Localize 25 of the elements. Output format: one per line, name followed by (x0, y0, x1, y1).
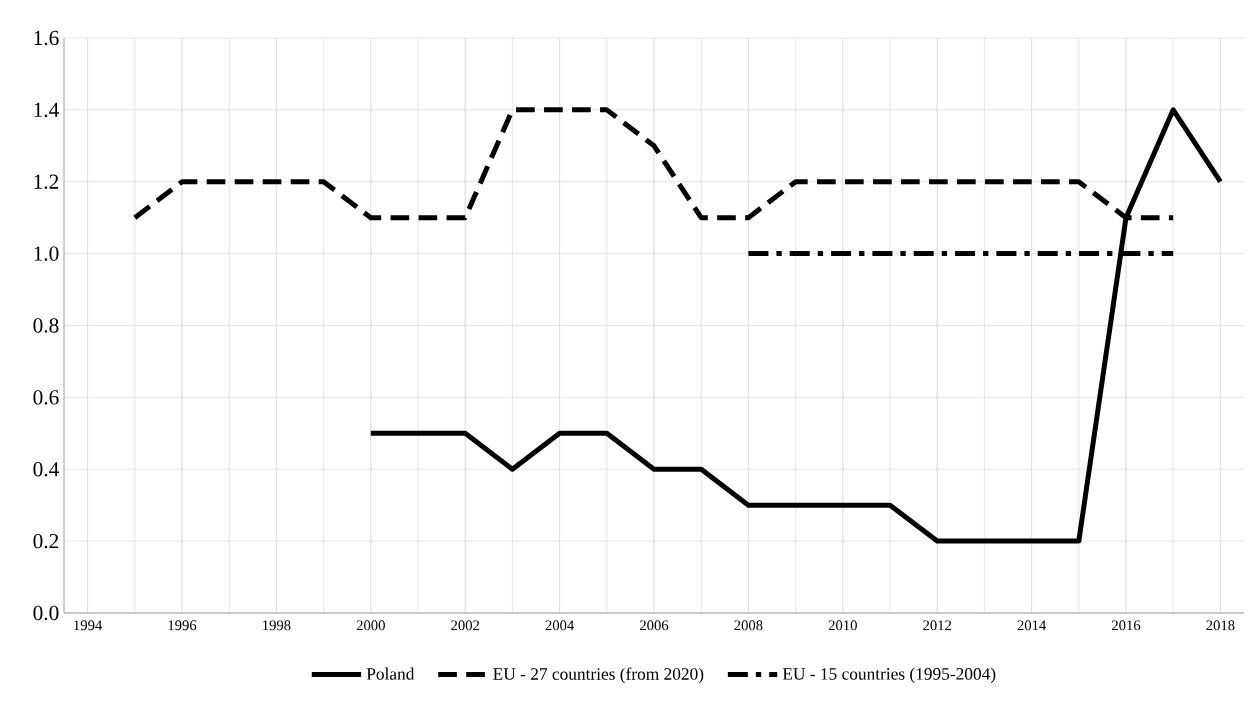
legend-label: EU - 15 countries (1995-2004) (782, 667, 996, 684)
x-tick-label: 2006 (639, 620, 669, 631)
x-tick-label: 2000 (356, 620, 385, 631)
y-tick-label: 0.2 (33, 533, 59, 549)
x-tick-label: 2016 (1111, 620, 1141, 631)
x-tick-label: 2014 (1017, 620, 1047, 631)
y-tick-label: 1.0 (34, 246, 59, 261)
x-tick-label: 1996 (168, 620, 197, 631)
legend-label: EU - 27 countries (from 2020) (493, 667, 704, 684)
x-tick-label: 2002 (451, 620, 480, 631)
y-tick-label: 0.6 (33, 390, 59, 405)
y-tick-label: 0.0 (33, 605, 59, 621)
y-tick-label: 0.8 (33, 318, 59, 333)
x-tick-label: 2018 (1206, 620, 1235, 631)
y-tick-label: 0.4 (33, 462, 59, 477)
x-tick-label: 2008 (734, 620, 763, 631)
x-tick-label: 1998 (263, 620, 291, 631)
x-tick-label: 1994 (74, 620, 103, 631)
x-tick-label: 2010 (828, 620, 857, 631)
x-tick-label: 2004 (545, 620, 575, 631)
y-tick-label: 1.6 (34, 30, 59, 46)
y-tick-label: 1.4 (34, 102, 59, 118)
y-tick-label: 1.2 (34, 174, 59, 189)
legend-label: Poland (366, 667, 415, 680)
x-tick-label: 2012 (923, 620, 952, 631)
